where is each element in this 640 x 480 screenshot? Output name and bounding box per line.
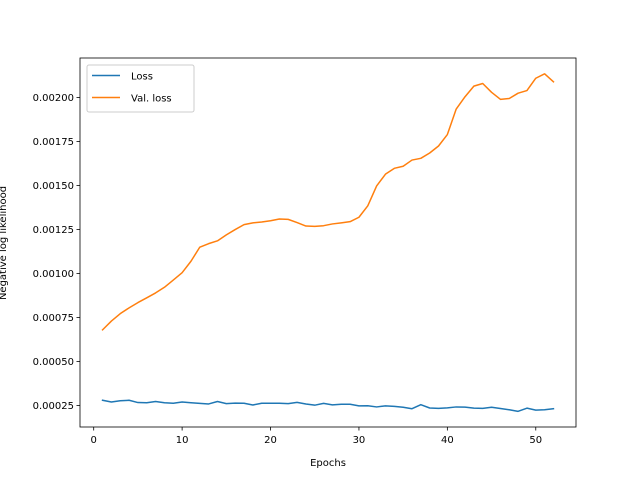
x-tick-label: 0 (91, 435, 97, 446)
legend: Loss Val. loss (86, 64, 195, 113)
x-tick-label: 40 (441, 435, 454, 446)
y-tick-label: 0.00050 (33, 357, 74, 368)
y-tick-label: 0.00025 (33, 401, 74, 412)
y-tick-label: 0.00175 (33, 137, 74, 148)
y-tick-label: 0.00150 (33, 181, 74, 192)
axes-layer (79, 57, 577, 428)
y-tick-label: 0.00075 (33, 313, 74, 324)
y-tick-label: 0.00200 (33, 93, 74, 104)
legend-box (86, 64, 195, 113)
y-tick-label: 0.00125 (33, 225, 74, 236)
x-tick-label: 50 (529, 435, 542, 446)
y-axis-title: Negative log likelihood (0, 186, 9, 300)
y-tick-label: 0.00100 (33, 269, 74, 280)
plot-frame (79, 57, 577, 428)
x-tick-label: 10 (176, 435, 189, 446)
legend-label-loss: Loss (131, 72, 153, 83)
series-line-loss (101, 399, 555, 413)
x-tick-label: 20 (264, 435, 277, 446)
x-tick-label: 30 (353, 435, 366, 446)
series-line-val-loss (101, 73, 555, 331)
legend-label-val-loss: Val. loss (131, 94, 172, 105)
series-layer (101, 73, 555, 413)
ticks-layer: 0 10 20 30 40 50 0.00025 0.00050 0.00075 0.00100 0… (33, 93, 542, 446)
x-axis-title: Epochs (310, 458, 346, 469)
